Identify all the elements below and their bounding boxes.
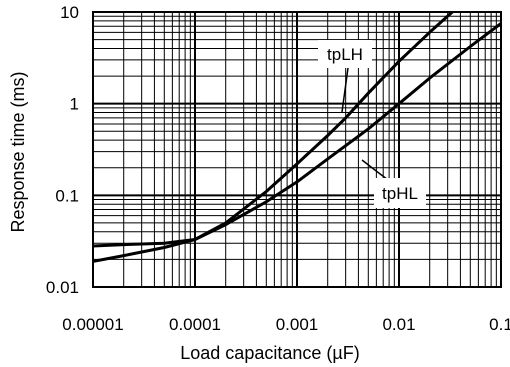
x-axis-title: Load capacitance (µF) — [180, 343, 359, 363]
label-box-tpLH — [318, 40, 372, 68]
series-line-tpLH — [93, 12, 455, 248]
label-box-tpHL — [374, 178, 426, 208]
leader-line-tpLH — [341, 67, 349, 113]
leader-line-tpHL — [361, 159, 389, 181]
x-tick-label: 0.1 — [489, 315, 510, 334]
y-tick-label: 0.1 — [55, 186, 79, 205]
x-tick-label: 0.01 — [382, 315, 415, 334]
series-lines — [93, 12, 501, 263]
x-tick-labels: 0.00001 0.0001 0.001 0.01 0.1 — [62, 315, 510, 334]
series-labels: tpLH tpHL — [318, 40, 426, 208]
major-grid — [92, 11, 502, 288]
x-tick-label: 0.001 — [276, 315, 319, 334]
series-line-tpHL — [93, 22, 501, 263]
x-tick-label: 0.00001 — [62, 315, 123, 334]
series-label-tpLH: tpLH — [327, 45, 363, 64]
y-tick-label: 0.01 — [46, 278, 79, 297]
y-tick-label: 1 — [70, 95, 79, 114]
plot-border — [92, 11, 502, 288]
x-tick-label: 0.0001 — [169, 315, 221, 334]
series-label-tpHL: tpHL — [382, 184, 418, 203]
y-tick-labels: 0.01 0.1 1 10 — [46, 3, 79, 297]
y-axis-title: Response time (ms) — [8, 71, 28, 232]
y-tick-label: 10 — [60, 3, 79, 22]
